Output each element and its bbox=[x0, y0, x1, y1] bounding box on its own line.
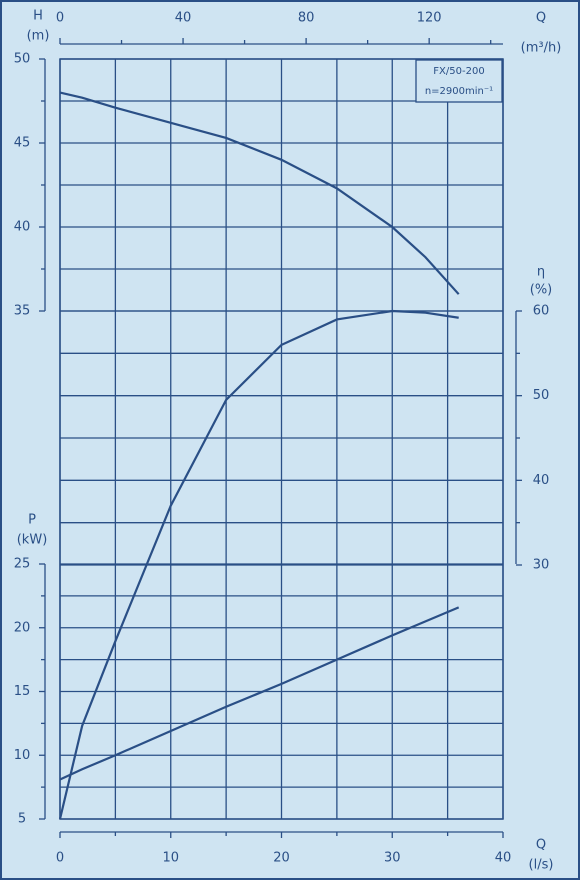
x2-tick-label: 80 bbox=[298, 11, 315, 26]
curve bbox=[59, 606, 460, 781]
x-unit: (l/s) bbox=[529, 858, 554, 873]
y-tick-label: 15 bbox=[14, 684, 31, 699]
y-tick-label: 25 bbox=[14, 557, 31, 572]
y-tick-label: 20 bbox=[14, 620, 31, 635]
x2-tick-label: 0 bbox=[56, 11, 64, 26]
y-tick-label: 40 bbox=[14, 220, 31, 235]
eta-label: η bbox=[537, 265, 545, 280]
y-tick-label: 40 bbox=[533, 473, 550, 488]
y-tick-label: 30 bbox=[533, 558, 550, 573]
x-tick-label: 20 bbox=[273, 851, 290, 866]
x2-label: Q bbox=[536, 11, 546, 26]
y-tick-label: 35 bbox=[14, 304, 31, 319]
x2-tick-label: 120 bbox=[417, 11, 442, 26]
speed-label: n=2900min⁻¹ bbox=[425, 86, 493, 97]
y-tick-label: 5 bbox=[18, 812, 26, 827]
x-tick-label: 0 bbox=[56, 851, 64, 866]
h-unit: (m) bbox=[27, 29, 50, 44]
eta-unit: (%) bbox=[530, 283, 553, 298]
p-unit: (kW) bbox=[17, 533, 48, 548]
curve bbox=[59, 91, 460, 295]
y-tick-label: 50 bbox=[14, 52, 31, 67]
h-label: H bbox=[33, 9, 43, 24]
y-tick-label: 10 bbox=[14, 748, 31, 763]
curve bbox=[58, 309, 459, 820]
y-tick-label: 60 bbox=[533, 304, 550, 319]
y-tick-label: 50 bbox=[533, 388, 550, 403]
y-tick-label: 45 bbox=[14, 136, 31, 151]
x-tick-label: 40 bbox=[495, 851, 512, 866]
model-label: FX/50-200 bbox=[433, 66, 484, 77]
x-tick-label: 30 bbox=[384, 851, 401, 866]
x-tick-label: 10 bbox=[162, 851, 179, 866]
plot-frame bbox=[59, 58, 504, 820]
x2-tick-label: 40 bbox=[175, 11, 192, 26]
x-label: Q bbox=[536, 838, 546, 853]
x2-unit: (m³/h) bbox=[521, 41, 562, 56]
label-box bbox=[415, 59, 503, 103]
p-label: P bbox=[28, 513, 36, 528]
